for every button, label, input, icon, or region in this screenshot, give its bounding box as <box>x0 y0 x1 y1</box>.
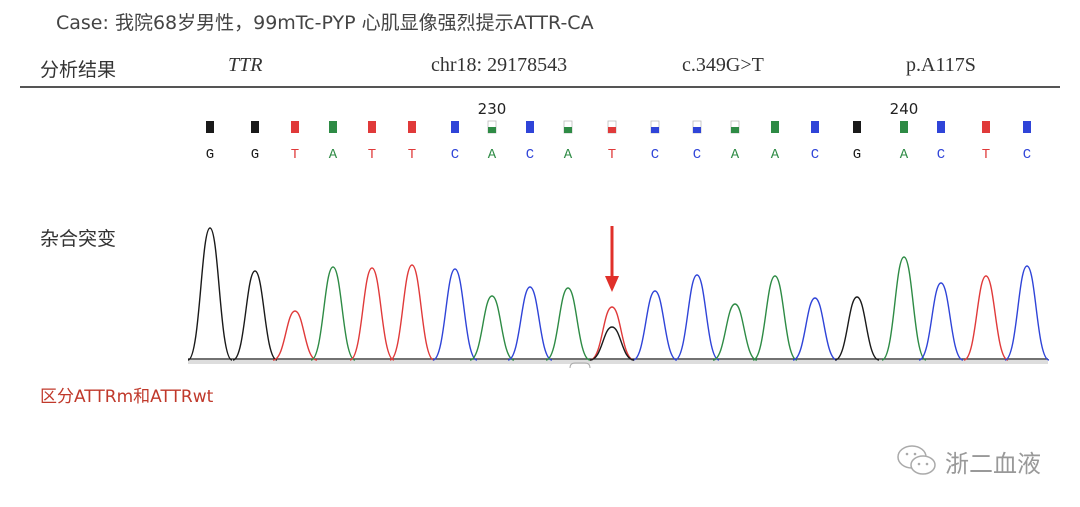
peak-T <box>272 310 318 361</box>
chromosome-position: chr18: 29178543 <box>431 54 568 76</box>
quality-bar <box>206 121 214 133</box>
protein-change: p.A117S <box>906 54 976 76</box>
quality-bar <box>488 127 496 133</box>
quality-bar <box>451 121 459 133</box>
peak-C <box>674 274 720 361</box>
base-call-C: C <box>1023 147 1031 163</box>
peak-C <box>632 290 678 361</box>
gene-name: TTR <box>228 54 263 76</box>
position-label: 240 <box>890 100 919 118</box>
quality-bar <box>651 127 659 133</box>
base-call-C: C <box>651 147 659 163</box>
quality-bar <box>329 121 337 133</box>
base-call-C: C <box>937 147 945 163</box>
peak-C <box>507 286 553 361</box>
quality-bar <box>368 121 376 133</box>
quality-bar <box>853 121 861 133</box>
quality-bar <box>251 121 259 133</box>
peak-T <box>349 267 395 361</box>
base-call-A: A <box>329 147 338 163</box>
peak-T <box>963 275 1009 361</box>
wechat-icon <box>897 445 936 475</box>
peak-T <box>589 306 635 361</box>
quality-bar <box>693 127 701 133</box>
base-call-C: C <box>693 147 701 163</box>
base-call-T: T <box>291 147 299 163</box>
scroll-handle <box>569 362 591 369</box>
base-call-C: C <box>451 147 459 163</box>
quality-bar <box>1023 121 1031 133</box>
quality-bar <box>564 127 572 133</box>
peak-G <box>232 270 278 361</box>
base-call-T: T <box>608 147 616 163</box>
watermark-text: 浙二血液 <box>945 449 1041 478</box>
peak-A <box>545 287 591 361</box>
peak-T <box>389 264 435 361</box>
quality-bar <box>811 121 819 133</box>
base-call-G: G <box>206 147 214 163</box>
peak-G <box>187 227 233 361</box>
header-divider <box>20 86 1060 88</box>
peak-C <box>1004 265 1050 361</box>
base-call-A: A <box>900 147 909 163</box>
quality-bar <box>526 121 534 133</box>
peak-A <box>469 295 515 361</box>
quality-bar <box>937 121 945 133</box>
quality-bar <box>291 121 299 133</box>
position-label: 230 <box>478 100 507 118</box>
case-description: Case: 我院68岁男性，99mTc-PYP 心肌显像强烈提示ATTR-CA <box>56 12 594 34</box>
base-call-G: G <box>853 147 861 163</box>
quality-bar <box>608 127 616 133</box>
peak-A <box>310 266 356 361</box>
peak-A <box>712 303 758 361</box>
base-call-A: A <box>488 147 497 163</box>
base-call-A: A <box>731 147 740 163</box>
cdna-change: c.349G>T <box>682 54 764 76</box>
peak-G <box>834 296 880 361</box>
peak-C <box>432 268 478 361</box>
analysis-result-label: 分析结果 <box>40 59 117 81</box>
quality-bar <box>982 121 990 133</box>
quality-bar <box>408 121 416 133</box>
base-call-G: G <box>251 147 259 163</box>
base-call-T: T <box>368 147 376 163</box>
peak-A <box>752 275 798 361</box>
distinguish-note: 区分ATTRm和ATTRwt <box>40 387 214 407</box>
peak-A <box>881 256 927 361</box>
base-call-C: C <box>526 147 534 163</box>
base-call-T: T <box>982 147 990 163</box>
base-call-T: T <box>408 147 416 163</box>
mutation-arrow-head <box>605 276 619 292</box>
chromatogram-baseline <box>188 358 1048 364</box>
quality-bar <box>771 121 779 133</box>
secondary-peak-G <box>589 326 635 361</box>
quality-bar <box>731 127 739 133</box>
quality-bar <box>900 121 908 133</box>
base-call-A: A <box>564 147 573 163</box>
heterozygous-label: 杂合突变 <box>40 228 117 250</box>
base-call-C: C <box>811 147 819 163</box>
base-call-A: A <box>771 147 780 163</box>
peak-C <box>918 282 964 361</box>
watermark: 浙二血液 <box>895 443 1041 479</box>
peak-C <box>792 297 838 361</box>
